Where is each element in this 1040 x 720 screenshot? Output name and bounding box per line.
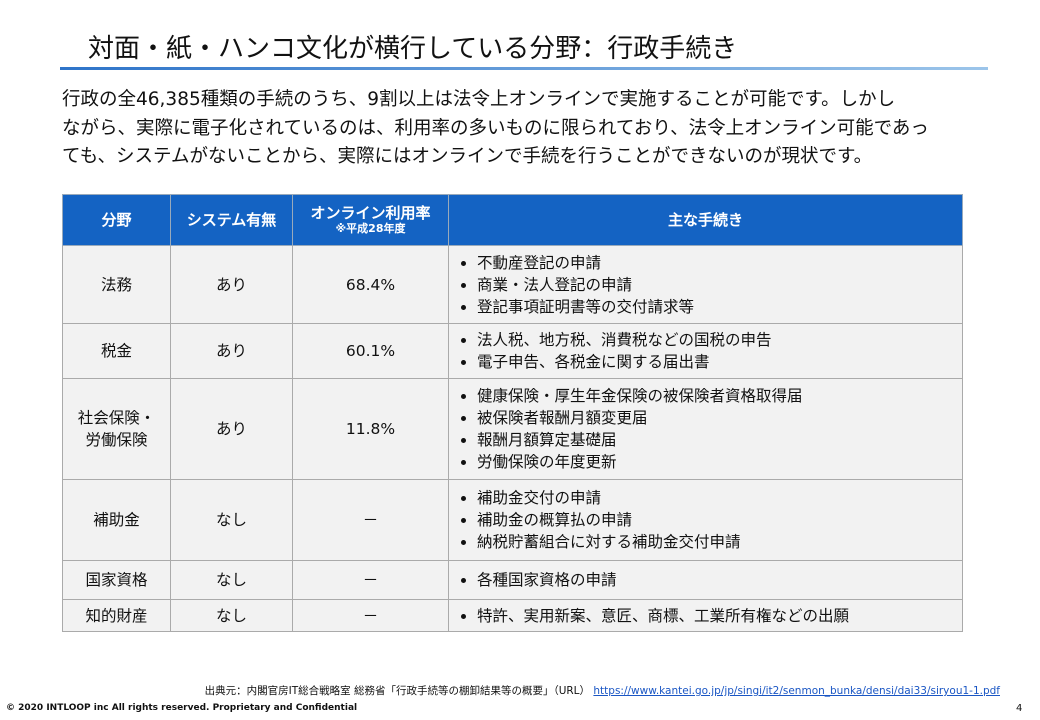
procedure-list: 各種国家資格の申請 xyxy=(459,569,961,591)
procedure-list: 法人税、地方税、消費税などの国税の申告電子申告、各税金に関する届出書 xyxy=(459,329,961,373)
field-cell: 知的財産 xyxy=(62,599,171,632)
procedures-cell: 特許、実用新案、意匠、商標、工業所有権などの出願 xyxy=(448,599,963,632)
intro-line: 行政の全46,385種類の手続のうち、9割以上は法令上オンラインで実施することが… xyxy=(62,89,896,110)
field-line: 国家資格 xyxy=(85,571,148,589)
procedure-item: 補助金交付の申請 xyxy=(477,487,961,509)
rate-cell: 60.1% xyxy=(292,323,449,379)
field-line: 知的財産 xyxy=(85,606,148,625)
intro-text: 行政の全46,385種類の手続のうち、9割以上は法令上オンラインで実施することが… xyxy=(62,86,929,172)
field-cell: 国家資格 xyxy=(62,560,171,600)
field-line: 労働保険 xyxy=(85,431,148,449)
table-row: 税金あり60.1%法人税、地方税、消費税などの国税の申告電子申告、各税金に関する… xyxy=(62,323,963,379)
procedures-cell: 補助金交付の申請補助金の概算払の申請納税貯蓄組合に対する補助金交付申請 xyxy=(448,479,963,561)
rate-cell: － xyxy=(292,560,449,600)
procedure-item: 登記事項証明書等の交付請求等 xyxy=(477,296,961,318)
rate-cell: － xyxy=(292,599,449,632)
field-line: 補助金 xyxy=(93,511,140,529)
rate-cell: 68.4% xyxy=(292,245,449,324)
procedure-item: 商業・法人登記の申請 xyxy=(477,274,961,296)
procedures-cell: 法人税、地方税、消費税などの国税の申告電子申告、各税金に関する届出書 xyxy=(448,323,963,379)
title-rule xyxy=(60,67,988,70)
procedure-list: 不動産登記の申請商業・法人登記の申請登記事項証明書等の交付請求等 xyxy=(459,252,961,318)
column-label: 主な手続き xyxy=(667,210,743,229)
system-cell: なし xyxy=(170,479,293,561)
system-cell: あり xyxy=(170,323,293,379)
column-label: システム有無 xyxy=(186,210,277,229)
procedure-item: 補助金の概算払の申請 xyxy=(477,509,961,531)
system-cell: あり xyxy=(170,378,293,480)
system-cell: なし xyxy=(170,560,293,600)
column-header: システム有無 xyxy=(170,194,293,246)
procedures-cell: 各種国家資格の申請 xyxy=(448,560,963,600)
procedure-item: 法人税、地方税、消費税などの国税の申告 xyxy=(477,329,961,351)
intro-line: ても、システムがないことから、実際にはオンラインで手続を行うことができないのが現… xyxy=(62,146,873,167)
header-row: 分野 システム有無 オンライン利用率 ※平成28年度 主な手続き xyxy=(62,194,963,246)
source-text: 出典元：内閣官房IT総合戦略室 総務省「行政手続等の棚卸結果等の概要」（URL） xyxy=(204,685,591,697)
table-row: 法務あり68.4%不動産登記の申請商業・法人登記の申請登記事項証明書等の交付請求… xyxy=(62,245,963,324)
intro-line: ながら、実際に電子化されているのは、利用率の多いものに限られており、法令上オンラ… xyxy=(62,117,929,139)
procedure-list: 補助金交付の申請補助金の概算払の申請納税貯蓄組合に対する補助金交付申請 xyxy=(459,487,961,553)
procedure-item: 労働保険の年度更新 xyxy=(477,451,961,473)
slide-title: 対面・紙・ハンコ文化が横行している分野：行政手続き xyxy=(88,34,738,64)
field-line: 法務 xyxy=(100,275,132,294)
procedure-item: 被保険者報酬月額変更届 xyxy=(477,407,961,429)
procedure-item: 電子申告、各税金に関する届出書 xyxy=(477,351,961,373)
column-note: ※平成28年度 xyxy=(335,222,406,235)
procedure-item: 特許、実用新案、意匠、商標、工業所有権などの出願 xyxy=(477,605,961,627)
procedure-item: 納税貯蓄組合に対する補助金交付申請 xyxy=(477,531,961,553)
field-line: 税金 xyxy=(100,342,132,360)
procedures-cell: 不動産登記の申請商業・法人登記の申請登記事項証明書等の交付請求等 xyxy=(448,245,963,324)
table-row: 補助金なし－補助金交付の申請補助金の概算払の申請納税貯蓄組合に対する補助金交付申… xyxy=(62,479,963,561)
rate-cell: 11.8% xyxy=(292,378,449,480)
page-number: 4 xyxy=(1016,703,1023,714)
table-body: 法務あり68.4%不動産登記の申請商業・法人登記の申請登記事項証明書等の交付請求… xyxy=(62,245,963,632)
column-header: 分野 xyxy=(62,194,171,246)
source-link[interactable]: https://www.kantei.go.jp/jp/singi/it2/se… xyxy=(593,685,1000,697)
procedure-item: 不動産登記の申請 xyxy=(477,252,961,274)
procedure-item: 健康保険・厚生年金保険の被保険者資格取得届 xyxy=(477,385,961,407)
column-label: 分野 xyxy=(101,210,132,229)
column-header: オンライン利用率 ※平成28年度 xyxy=(292,194,449,246)
procedure-item: 報酬月額算定基礎届 xyxy=(477,429,961,451)
copyright: © 2020 INTLOOP inc All rights reserved. … xyxy=(6,703,358,713)
procedure-list: 健康保険・厚生年金保険の被保険者資格取得届被保険者報酬月額変更届報酬月額算定基礎… xyxy=(459,385,961,473)
field-cell: 社会保険・ 労働保険 xyxy=(62,378,171,480)
column-header: 主な手続き xyxy=(448,194,963,246)
rate-cell: － xyxy=(292,479,449,561)
procedures-cell: 健康保険・厚生年金保険の被保険者資格取得届被保険者報酬月額変更届報酬月額算定基礎… xyxy=(448,378,963,480)
procedure-list: 特許、実用新案、意匠、商標、工業所有権などの出願 xyxy=(459,605,961,627)
table-row: 国家資格 なし－ 各種国家資格の申請 xyxy=(62,560,963,600)
table-row: 社会保険・労働保険あり11.8%健康保険・厚生年金保険の被保険者資格取得届被保険… xyxy=(62,378,963,480)
field-line: 社会保険・ xyxy=(77,409,156,427)
table-row: 知的財産 なし－ 特許、実用新案、意匠、商標、工業所有権などの出願 xyxy=(62,599,963,632)
field-cell: 補助金 xyxy=(62,479,171,561)
column-label: オンライン利用率 xyxy=(310,204,431,222)
field-cell: 法務 xyxy=(62,245,171,324)
system-cell: あり xyxy=(170,245,293,324)
source-note: 出典元：内閣官房IT総合戦略室 総務省「行政手続等の棚卸結果等の概要」（URL）… xyxy=(205,683,1000,698)
system-cell: なし xyxy=(170,599,293,632)
procedure-item: 各種国家資格の申請 xyxy=(477,569,961,591)
field-cell: 税金 xyxy=(62,323,171,379)
